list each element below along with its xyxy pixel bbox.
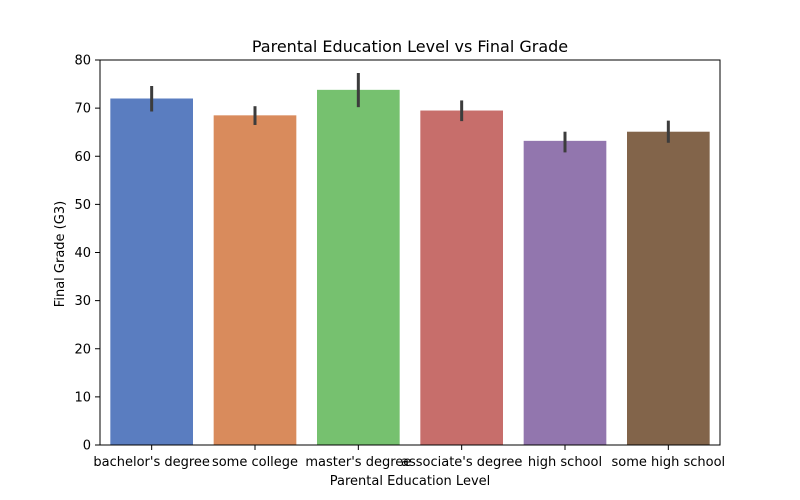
error-bars-group bbox=[150, 72, 670, 153]
x-tick-label-3: associate's degree bbox=[401, 455, 522, 470]
x-tick-label-1: some college bbox=[212, 455, 298, 470]
bar-4 bbox=[523, 140, 607, 445]
y-tick-label-4: 40 bbox=[74, 246, 91, 261]
chart-title: Parental Education Level vs Final Grade bbox=[252, 37, 568, 56]
y-tick-label-6: 60 bbox=[74, 150, 91, 165]
x-tick-label-5: some high school bbox=[611, 455, 725, 470]
bar-5 bbox=[627, 131, 710, 446]
y-axis: 0 10 20 30 40 50 60 70 80 bbox=[74, 54, 100, 454]
x-axis: bachelor's degree some college master's de… bbox=[93, 445, 725, 470]
bars-group bbox=[110, 89, 710, 446]
bar-3 bbox=[420, 110, 503, 445]
x-tick-label-2: master's degree bbox=[305, 455, 411, 470]
y-tick-label-0: 0 bbox=[83, 439, 91, 454]
y-tick-label-8: 80 bbox=[74, 54, 91, 69]
y-tick-label-3: 30 bbox=[74, 294, 91, 309]
y-tick-label-5: 50 bbox=[74, 198, 91, 213]
x-axis-label: Parental Education Level bbox=[330, 474, 491, 489]
bar-0 bbox=[110, 98, 193, 445]
y-tick-label-2: 20 bbox=[74, 342, 91, 357]
x-tick-label-0: bachelor's degree bbox=[93, 455, 210, 470]
x-tick-label-4: high school bbox=[528, 455, 602, 470]
y-tick-label-7: 70 bbox=[74, 102, 91, 117]
bar-1 bbox=[213, 115, 297, 445]
y-axis-label: Final Grade (G3) bbox=[53, 201, 68, 307]
plot-frame bbox=[99, 59, 721, 446]
y-tick-label-1: 10 bbox=[74, 390, 91, 405]
bar-2 bbox=[317, 89, 400, 446]
